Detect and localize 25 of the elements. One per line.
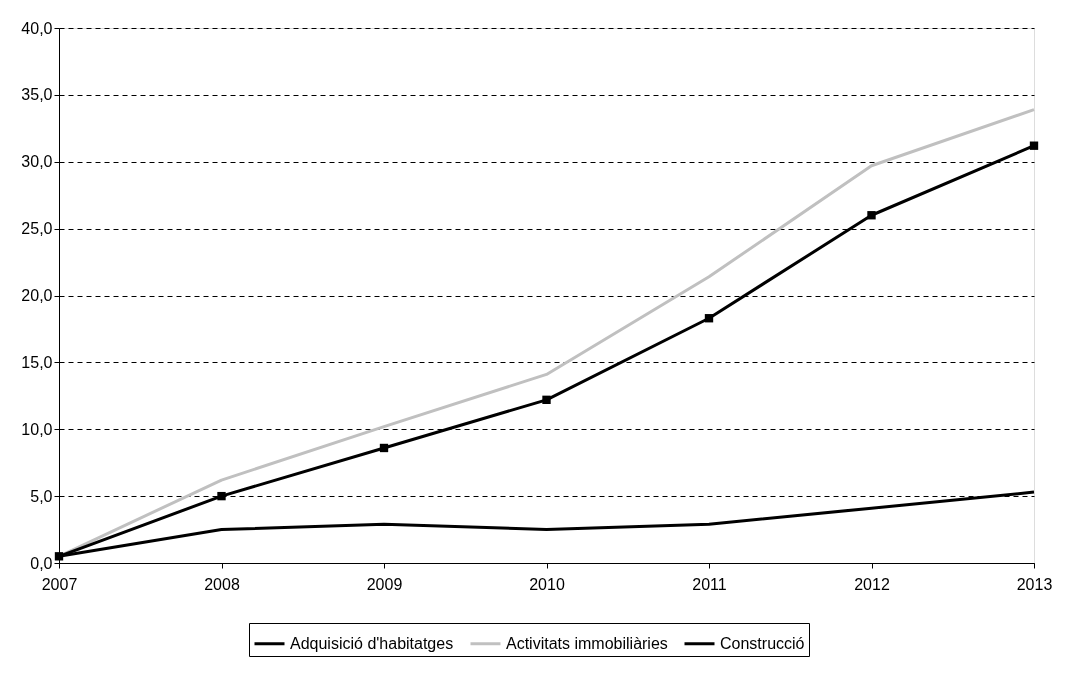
point (704, 314, 714, 323)
y-tick-label: 10,0 (21, 420, 53, 438)
y-tick-label: 5,0 (30, 487, 53, 505)
x-tick-label: 2010 (529, 575, 565, 593)
point (867, 211, 876, 220)
legend-label: Activitats immobiliàries (506, 634, 668, 652)
point (542, 395, 551, 405)
y-tick-label: 15,0 (21, 353, 53, 371)
y-tick-label: 25,0 (21, 220, 53, 238)
point (379, 443, 389, 453)
y-tick-label: 35,0 (21, 86, 53, 104)
y-tick-label: 40,0 (21, 19, 53, 37)
legend-label: Construcció (720, 634, 805, 652)
x-tick-label: 2008 (204, 575, 240, 593)
x-tick-label: 2009 (366, 575, 403, 593)
y-tick-label: 20,0 (21, 287, 53, 304)
point (1029, 141, 1039, 150)
y-tick-label: 0,0 (30, 554, 53, 572)
legend-label: Adquisició d'habitatges (290, 634, 454, 652)
point (217, 491, 226, 501)
x-tick-label: 2012 (854, 575, 890, 593)
x-tick-label: 2011 (692, 575, 727, 593)
x-tick-label: 2007 (41, 575, 78, 593)
x-tick-label: 2013 (1016, 575, 1053, 593)
y-tick-label: 30,0 (21, 153, 53, 171)
